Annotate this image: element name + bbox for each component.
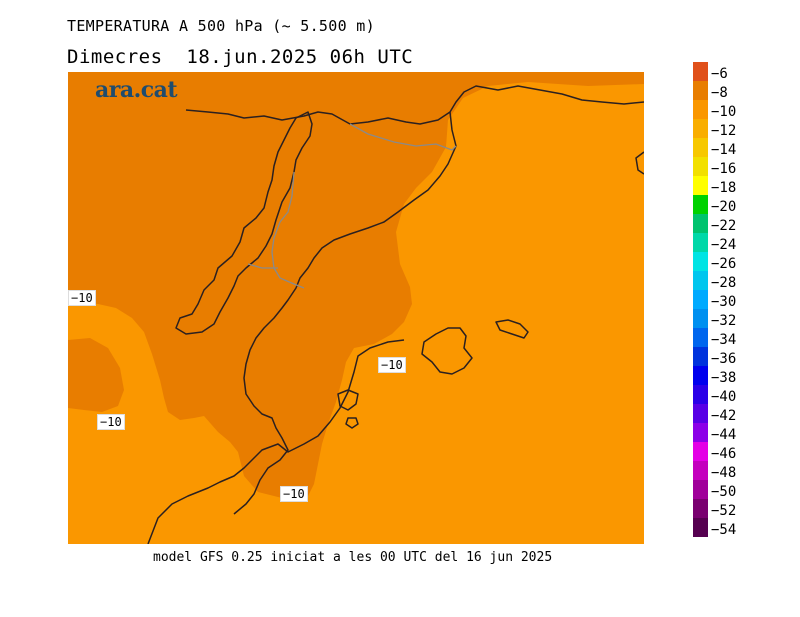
- legend-label: −52: [711, 503, 737, 519]
- chart-title: TEMPERATURA A 500 hPa (~ 5.500 m): [67, 17, 375, 35]
- field-minus8-minus10-inland: [68, 72, 644, 498]
- legend-swatch: [693, 214, 708, 233]
- legend-swatch: [693, 480, 708, 499]
- legend-label: −26: [711, 256, 737, 272]
- legend-swatch: [693, 347, 708, 366]
- legend-swatch: [693, 518, 708, 537]
- legend-swatch: [693, 442, 708, 461]
- legend-swatch: [693, 271, 708, 290]
- legend-label: −14: [711, 142, 737, 158]
- legend-swatch: [693, 62, 708, 81]
- temperature-legend: [693, 62, 708, 537]
- legend-label: −10: [711, 104, 737, 120]
- legend-label: −38: [711, 370, 737, 386]
- legend-label: −28: [711, 275, 737, 291]
- legend-swatch: [693, 138, 708, 157]
- legend-swatch: [693, 499, 708, 518]
- legend-swatch: [693, 461, 708, 480]
- legend-label: −44: [711, 427, 737, 443]
- field-minus8-minus10-west: [68, 338, 124, 412]
- legend-label: −54: [711, 522, 737, 538]
- legend-label: −8: [711, 85, 728, 101]
- legend-label: −18: [711, 180, 737, 196]
- legend-swatch: [693, 290, 708, 309]
- legend-label: −46: [711, 446, 737, 462]
- legend-swatch: [693, 404, 708, 423]
- legend-swatch: [693, 195, 708, 214]
- contour-label: −10: [280, 486, 308, 502]
- contour-label: −10: [97, 414, 125, 430]
- legend-label: −34: [711, 332, 737, 348]
- model-note: model GFS 0.25 iniciat a les 00 UTC del …: [153, 550, 553, 565]
- legend-swatch: [693, 309, 708, 328]
- legend-swatch: [693, 100, 708, 119]
- legend-label: −30: [711, 294, 737, 310]
- legend-swatch: [693, 176, 708, 195]
- ara-cat-logo: ara.cat: [95, 77, 178, 103]
- legend-label: −6: [711, 66, 728, 82]
- legend-swatch: [693, 366, 708, 385]
- legend-swatch: [693, 385, 708, 404]
- legend-label: −20: [711, 199, 737, 215]
- contour-label: −10: [68, 290, 96, 306]
- legend-label: −32: [711, 313, 737, 329]
- legend-swatch: [693, 157, 708, 176]
- contour-label: −10: [378, 357, 406, 373]
- legend-swatch: [693, 252, 708, 271]
- legend-label: −36: [711, 351, 737, 367]
- legend-label: −24: [711, 237, 737, 253]
- temperature-map: ara.cat −10 −10 −10 −10: [68, 72, 644, 544]
- legend-swatch: [693, 81, 708, 100]
- legend-swatch: [693, 328, 708, 347]
- borders: [247, 123, 457, 289]
- legend-label: −12: [711, 123, 737, 139]
- legend-label: −50: [711, 484, 737, 500]
- forecast-date: Dimecres 18.jun.2025 06h UTC: [67, 46, 414, 68]
- legend-label: −22: [711, 218, 737, 234]
- coastlines: [147, 85, 644, 544]
- legend-swatch: [693, 119, 708, 138]
- legend-label: −16: [711, 161, 737, 177]
- legend-label: −42: [711, 408, 737, 424]
- map-canvas: [68, 72, 644, 544]
- legend-label: −48: [711, 465, 737, 481]
- legend-swatch: [693, 233, 708, 252]
- legend-label: −40: [711, 389, 737, 405]
- legend-swatch: [693, 423, 708, 442]
